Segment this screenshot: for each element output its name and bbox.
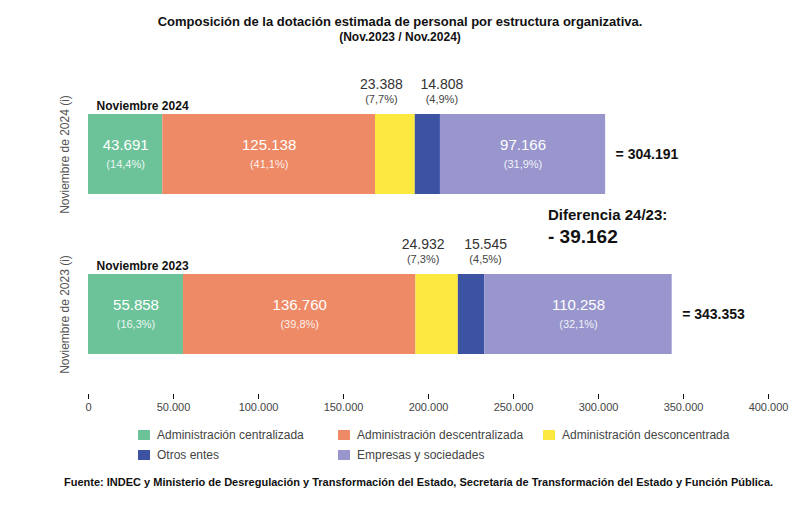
svg-text:400.000: 400.000 <box>749 401 789 413</box>
svg-text:0: 0 <box>85 401 91 413</box>
svg-text:23.388: 23.388 <box>360 76 403 92</box>
svg-text:= 304.191: = 304.191 <box>616 146 679 162</box>
html-text:Administración descentralizada: Administración descentralizada <box>357 428 524 442</box>
svg-text:(14,4%): (14,4%) <box>106 158 145 170</box>
html-text:- 39.162: - 39.162 <box>548 226 618 247</box>
html-text:(Nov.2023 / Nov.2024): (Nov.2023 / Nov.2024) <box>339 30 461 44</box>
html-text:Fuente: INDEC y Ministerio de: Fuente: INDEC y Ministerio de Desregulac… <box>64 476 774 488</box>
svg-text:(7,3%): (7,3%) <box>407 253 439 265</box>
svg-text:350.000: 350.000 <box>664 401 704 413</box>
svg-text:55.858: 55.858 <box>113 296 159 313</box>
svg-text:(39,8%): (39,8%) <box>280 318 319 330</box>
svg-text:50.000: 50.000 <box>157 401 191 413</box>
html-text:Empresas y sociedades: Empresas y sociedades <box>357 448 485 462</box>
svg-text:(4,9%): (4,9%) <box>426 93 458 105</box>
svg-text:= 343.353: = 343.353 <box>682 306 745 322</box>
svg-text:Noviembre 2024: Noviembre 2024 <box>97 99 189 113</box>
svg-text:14.808: 14.808 <box>420 76 463 92</box>
svg-text:(32,1%): (32,1%) <box>559 318 598 330</box>
svg-text:Noviembre 2023: Noviembre 2023 <box>97 259 189 273</box>
svg-text:250.000: 250.000 <box>494 401 534 413</box>
svg-text:200.000: 200.000 <box>409 401 449 413</box>
svg-text:110.258: 110.258 <box>552 296 605 313</box>
svg-text:43.691: 43.691 <box>103 136 149 153</box>
html-text:Administración desconcentrada: Administración desconcentrada <box>562 428 730 442</box>
svg-text:Noviembre de 2023 (i): Noviembre de 2023 (i) <box>58 255 72 374</box>
svg-text:(31,9%): (31,9%) <box>504 158 543 170</box>
html-text:Diferencia 24/23:: Diferencia 24/23: <box>548 206 668 223</box>
html-text:Administración centralizada: Administración centralizada <box>157 428 304 442</box>
svg-text:125.138: 125.138 <box>242 136 296 153</box>
svg-text:24.932: 24.932 <box>402 236 445 252</box>
svg-text:150.000: 150.000 <box>324 401 364 413</box>
svg-text:100.000: 100.000 <box>239 401 279 413</box>
svg-text:(41,1%): (41,1%) <box>250 158 289 170</box>
svg-text:(16,3%): (16,3%) <box>117 318 156 330</box>
svg-text:300.000: 300.000 <box>579 401 619 413</box>
svg-text:97.166: 97.166 <box>500 136 546 153</box>
svg-text:(4,5%): (4,5%) <box>469 253 501 265</box>
html-text:Otros entes: Otros entes <box>157 448 219 462</box>
svg-text:15.545: 15.545 <box>464 236 507 252</box>
html-text:Composición de la dotación est: Composición de la dotación estimada de p… <box>157 14 643 29</box>
svg-text:Noviembre de 2024 (i): Noviembre de 2024 (i) <box>58 95 72 214</box>
svg-text:(7,7%): (7,7%) <box>365 93 397 105</box>
svg-text:136.760: 136.760 <box>273 296 327 313</box>
